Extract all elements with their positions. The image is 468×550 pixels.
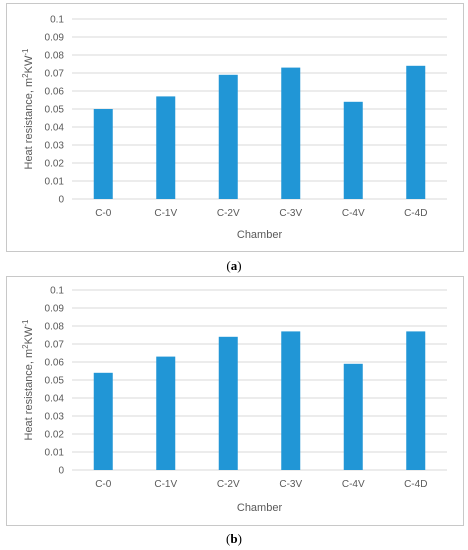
x-tick-label: C-3V: [279, 479, 302, 490]
caption-b-open: (: [226, 531, 231, 546]
x-tick-label: C-1V: [154, 479, 177, 490]
bar-C-0: [93, 109, 113, 199]
y-tick-label: 0.07: [45, 340, 65, 351]
x-tick-label: C-0: [95, 479, 112, 490]
caption-a-letter: a: [230, 258, 238, 273]
y-tick-label: 0.09: [45, 304, 65, 315]
x-tick-label: C-4D: [404, 479, 427, 490]
y-tick-label: 0.08: [45, 322, 65, 333]
y-tick-label: 0.07: [45, 69, 65, 80]
caption-b: (b): [0, 531, 468, 547]
y-tick-label: 0.1: [50, 15, 64, 26]
y-tick-label: 0.02: [45, 159, 65, 170]
bar-C-3V: [281, 331, 301, 470]
x-tick-label: C-3V: [279, 208, 302, 219]
y-tick-label: 0.03: [45, 412, 65, 423]
x-tick-label: C-2V: [217, 479, 240, 490]
y-tick-label: 0.01: [45, 448, 65, 459]
y-tick-label: 0.1: [50, 286, 64, 297]
y-tick-label: 0.06: [45, 87, 65, 98]
bar-C-2V: [218, 336, 238, 470]
y-tick-label: 0.08: [45, 51, 65, 62]
bar-C-1V: [156, 356, 176, 470]
x-tick-label: C-4V: [342, 479, 365, 490]
y-tick-label: 0.04: [45, 123, 65, 134]
bar-C-4V: [343, 101, 363, 199]
y-axis-title: Heat resistance, m2KW-1: [21, 319, 35, 441]
bar-C-3V: [281, 67, 301, 199]
bar-C-0: [93, 372, 113, 470]
bar-C-4D: [406, 331, 426, 470]
y-tick-label: 0.04: [45, 394, 65, 405]
caption-b-letter: b: [230, 531, 238, 546]
y-tick-label: 0.09: [45, 33, 65, 44]
y-tick-label: 0: [58, 466, 64, 477]
x-tick-label: C-2V: [217, 208, 240, 219]
x-axis-title: Chamber: [237, 502, 283, 514]
x-axis-title: Chamber: [237, 229, 283, 241]
bar-C-4D: [406, 65, 426, 199]
y-tick-label: 0.02: [45, 430, 65, 441]
chart-a: 0 0.01 0.02 0.03 0.04 0.05 0.06 0.07 0.08 0.09 0.1…: [21, 15, 447, 241]
x-tick-label: C-4D: [404, 208, 427, 219]
y-tick-label: 0.05: [45, 376, 65, 387]
caption-a-close: ): [237, 258, 242, 273]
caption-a-open: (: [226, 258, 231, 273]
y-axis-title: Heat resistance, m2KW-1: [21, 48, 35, 170]
bar-C-2V: [218, 74, 238, 199]
y-tick-label: 0.01: [45, 177, 65, 188]
y-tick-label: 0.06: [45, 358, 65, 369]
caption-a: (a): [0, 258, 468, 274]
x-tick-label: C-0: [95, 208, 112, 219]
x-tick-label: C-4V: [342, 208, 365, 219]
y-tick-label: 0: [58, 195, 64, 206]
y-tick-label: 0.05: [45, 105, 65, 116]
caption-b-close: ): [237, 531, 242, 546]
y-tick-label: 0.03: [45, 141, 65, 152]
bar-C-4V: [343, 363, 363, 470]
x-tick-label: C-1V: [154, 208, 177, 219]
bar-C-1V: [156, 96, 176, 199]
